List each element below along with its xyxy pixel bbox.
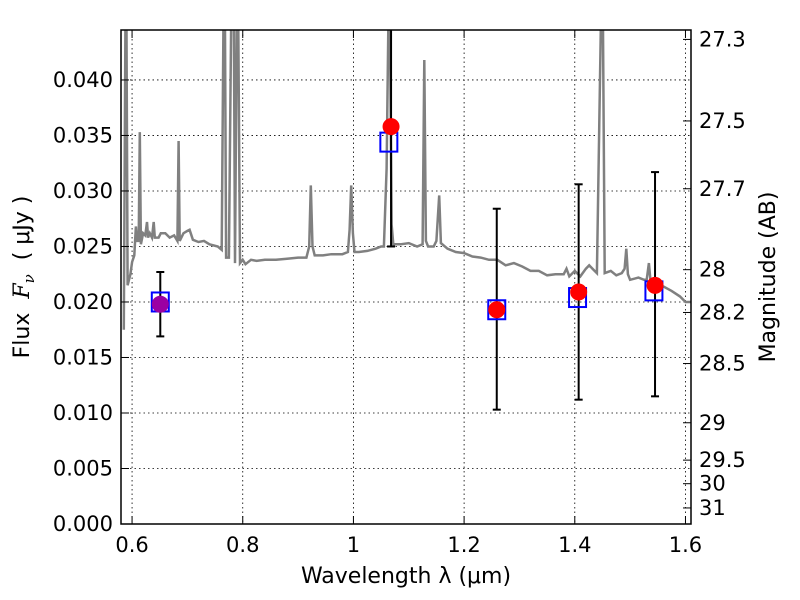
x-axis-label: Wavelength λ (μm): [301, 564, 511, 589]
y-tick-label: 0.040: [53, 68, 113, 92]
model-spectrum-line: [122, 30, 691, 330]
observed-flux-dot: [488, 301, 506, 319]
y-tick-label: 0.035: [53, 123, 113, 147]
x-tick-label: 1: [347, 533, 360, 557]
right-tick-label: 28.5: [699, 352, 746, 376]
observed-flux-dot: [151, 295, 169, 313]
right-axis-label: Magnitude (AB): [756, 192, 781, 363]
x-tick-label: 0.6: [115, 533, 148, 557]
right-tick-label: 27.5: [699, 109, 746, 133]
y-tick-label: 0.010: [53, 401, 113, 425]
plot-area: [122, 30, 691, 411]
y-axis-label: Flux Fν ( μJy ): [10, 196, 38, 359]
plot-frame: [120, 29, 692, 525]
right-tick-label: 29.5: [699, 448, 746, 472]
y-tick-label: 0.005: [53, 456, 113, 480]
y-tick-label: 0.000: [53, 512, 113, 536]
x-tick-label: 1.2: [447, 533, 480, 557]
right-tick-label: 27.7: [699, 177, 746, 201]
observed-flux-dot: [570, 283, 588, 301]
observed-flux-dot: [382, 118, 400, 136]
x-tick-label: 1.4: [558, 533, 591, 557]
x-tick-label: 0.8: [226, 533, 259, 557]
right-tick-label: 31: [699, 496, 726, 520]
right-tick-label: 30: [699, 472, 726, 496]
y-axis-ticks: 0.000 0.005 0.010 0.015 0.020 0.025 0.030 0.035…: [53, 68, 129, 536]
right-tick-label: 27.3: [699, 27, 746, 51]
x-tick-label: 1.6: [669, 533, 702, 557]
observed-flux-markers: [151, 118, 664, 319]
x-axis-ticks: 0.6 0.8 1 1.2 1.4 1.6: [115, 30, 702, 557]
y-tick-label: 0.025: [53, 234, 113, 258]
right-tick-label: 28: [699, 258, 726, 282]
right-tick-label: 28.2: [699, 300, 746, 324]
plot-background: [121, 30, 691, 524]
observed-flux-dot: [646, 276, 664, 294]
y-tick-label: 0.015: [53, 345, 113, 369]
right-tick-label: 29: [699, 411, 726, 435]
y-tick-label: 0.020: [53, 290, 113, 314]
y-tick-label: 0.030: [53, 179, 113, 203]
